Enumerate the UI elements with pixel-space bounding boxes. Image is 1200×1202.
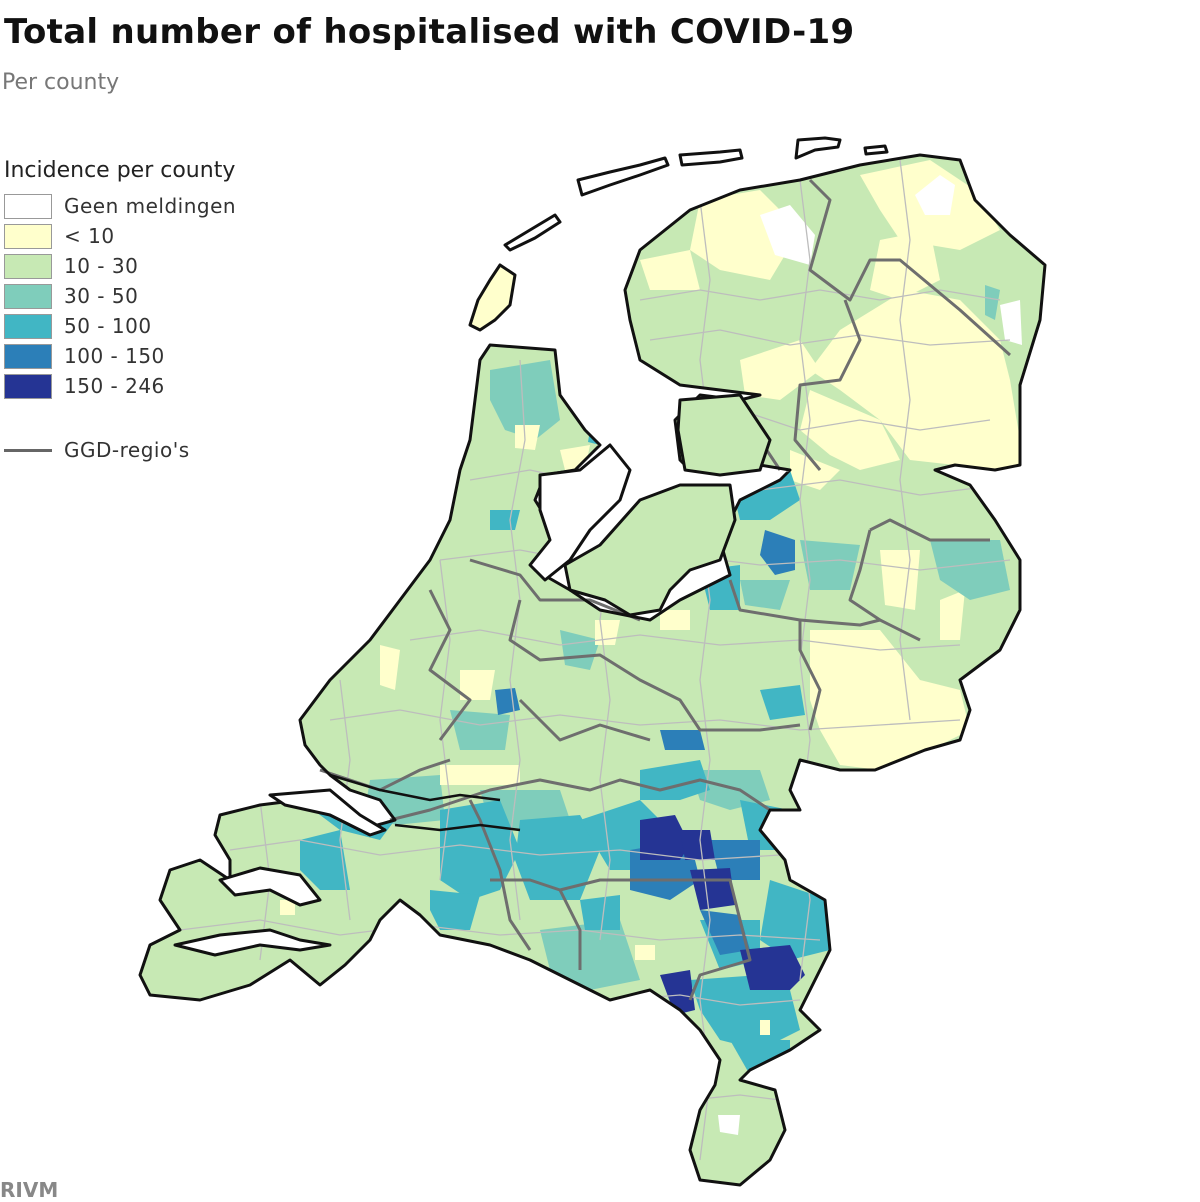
vlieland-island: [503, 213, 562, 252]
legend: Incidence per county Geen meldingen < 10…: [4, 158, 236, 465]
legend-swatch: [4, 343, 52, 369]
legend-item-30-50: 30 - 50: [4, 281, 236, 311]
terschelling-island: [576, 156, 670, 197]
legend-swatch: [4, 283, 52, 309]
legend-item-100-150: 100 - 150: [4, 341, 236, 371]
legend-swatch: [4, 223, 52, 249]
texel-island: [468, 263, 517, 332]
legend-title: Incidence per county: [4, 158, 236, 183]
legend-item-ggd: GGD-regio's: [4, 435, 236, 465]
legend-item-lt10: < 10: [4, 221, 236, 251]
legend-swatch: [4, 193, 52, 219]
zeeland-waters: [173, 788, 387, 957]
legend-item-none: Geen meldingen: [4, 191, 236, 221]
schiermonnikoog-island: [794, 136, 842, 160]
legend-item-10-30: 10 - 30: [4, 251, 236, 281]
legend-label: 150 - 246: [64, 374, 165, 398]
rivers: [329, 773, 521, 832]
legend-swatch: [4, 373, 52, 399]
legend-label: < 10: [64, 224, 115, 248]
legend-swatch: [4, 253, 52, 279]
map-title: Total number of hospitalised with COVID-…: [4, 12, 855, 52]
ameland-island: [678, 148, 744, 167]
legend-item-150-246: 150 - 246: [4, 371, 236, 401]
legend-label: GGD-regio's: [64, 438, 190, 462]
map-subtitle: Per county: [2, 70, 120, 95]
legend-line-swatch: [4, 448, 52, 452]
legend-item-50-100: 50 - 100: [4, 311, 236, 341]
rottumeroog-island: [863, 144, 889, 156]
legend-label: 10 - 30: [64, 254, 139, 278]
legend-label: 50 - 100: [64, 314, 152, 338]
county-fills: [140, 155, 1045, 1185]
legend-swatch: [4, 313, 52, 339]
legend-label: 30 - 50: [64, 284, 139, 308]
national-outline: [138, 153, 1047, 1187]
ggd-region-borders: [319, 178, 1012, 1001]
source-credit: RIVM: [0, 1178, 59, 1202]
legend-label: 100 - 150: [64, 344, 165, 368]
legend-label: Geen meldingen: [64, 194, 237, 218]
wadden-islands: [468, 136, 889, 332]
